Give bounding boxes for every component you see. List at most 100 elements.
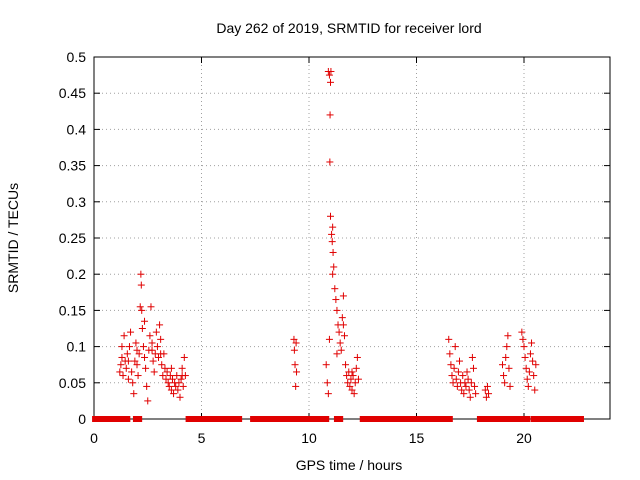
data-point-0-66 (133, 346, 141, 354)
data-point-0-46 (163, 368, 171, 376)
data-point-0-44 (161, 364, 169, 372)
data-point-0-26 (142, 364, 150, 372)
data-point-0-146 (472, 390, 480, 398)
data-point-0-91 (332, 296, 340, 304)
y-tick-label-0.2: 0.2 (67, 266, 87, 282)
data-point-0-133 (458, 386, 466, 394)
data-point-0-87 (329, 223, 337, 231)
data-point-0-33 (149, 357, 157, 365)
x-tick-label-20: 20 (516, 430, 532, 446)
x-axis-label: GPS time / hours (296, 457, 403, 473)
data-point-0-137 (462, 382, 470, 390)
data-point-0-156 (504, 332, 512, 340)
data-point-0-154 (502, 353, 510, 361)
zero-band-10 (530, 416, 584, 422)
data-point-0-97 (338, 314, 346, 322)
data-point-0-109 (351, 379, 359, 387)
zero-band-3 (185, 416, 243, 422)
data-point-0-166 (525, 368, 533, 376)
data-point-0-113 (322, 361, 330, 369)
data-point-0-120 (348, 368, 356, 376)
y-tick-label-0.1: 0.1 (67, 339, 87, 355)
data-point-0-143 (468, 353, 476, 361)
data-point-0-157 (505, 364, 513, 372)
data-point-0-118 (333, 350, 341, 358)
data-point-0-73 (290, 346, 298, 354)
data-point-0-153 (501, 379, 509, 387)
data-point-0-68 (148, 346, 156, 354)
zero-band-7 (476, 416, 495, 422)
y-tick-label-0.4: 0.4 (67, 121, 87, 137)
data-point-0-2 (118, 353, 126, 361)
data-point-0-52 (170, 390, 178, 398)
data-point-0-111 (353, 353, 361, 361)
data-point-0-69 (157, 350, 165, 358)
data-point-0-61 (179, 382, 187, 390)
data-point-0-99 (340, 332, 348, 340)
data-point-0-89 (330, 263, 338, 271)
data-point-0-131 (456, 357, 463, 365)
data-point-0-129 (453, 382, 461, 390)
data-point-0-172 (532, 361, 540, 369)
data-point-0-148 (482, 393, 490, 401)
data-point-0-84 (327, 212, 334, 220)
data-point-0-74 (291, 361, 299, 369)
data-point-0-3 (119, 372, 127, 380)
data-point-0-9 (125, 343, 133, 351)
data-point-0-72 (290, 335, 298, 343)
data-point-0-139 (464, 375, 472, 383)
zero-band-6 (359, 416, 453, 422)
data-point-0-136 (461, 379, 469, 387)
data-point-0-7 (123, 350, 131, 358)
data-point-0-123 (447, 361, 455, 369)
x-tick-label-10: 10 (301, 430, 317, 446)
zero-band-9 (511, 416, 531, 422)
data-point-0-127 (451, 343, 459, 351)
data-point-0-16 (133, 361, 141, 369)
data-point-0-28 (144, 397, 152, 405)
data-point-0-22 (138, 306, 146, 314)
data-points (92, 67, 584, 422)
data-point-0-150 (485, 390, 493, 398)
data-point-0-57 (175, 379, 183, 387)
data-point-0-96 (337, 346, 345, 354)
x-tick-label-15: 15 (409, 430, 425, 446)
data-point-0-4 (120, 332, 128, 340)
data-point-0-21 (137, 281, 145, 289)
data-point-0-27 (143, 382, 151, 390)
data-point-0-98 (339, 292, 347, 300)
data-point-0-77 (293, 368, 301, 376)
data-point-0-42 (159, 372, 167, 380)
data-point-0-138 (463, 368, 471, 376)
chart-title: Day 262 of 2019, SRMTID for receiver lor… (216, 20, 481, 36)
data-point-0-18 (135, 350, 143, 358)
data-point-0-54 (172, 382, 180, 390)
data-point-0-1 (117, 361, 125, 369)
data-point-0-110 (352, 364, 360, 372)
data-point-0-86 (328, 238, 336, 246)
data-point-0-102 (344, 379, 352, 387)
data-point-0-159 (518, 328, 526, 336)
y-axis-label: SRMTID / TECUs (5, 183, 21, 293)
data-point-0-65 (124, 357, 132, 365)
data-point-0-160 (519, 335, 527, 343)
data-point-0-144 (469, 364, 477, 372)
data-point-0-94 (335, 328, 343, 336)
data-point-0-67 (141, 317, 149, 325)
data-point-0-114 (323, 379, 331, 387)
data-point-0-104 (346, 382, 354, 390)
data-point-0-36 (152, 328, 160, 336)
data-point-0-13 (130, 390, 138, 398)
data-point-0-6 (122, 364, 130, 372)
data-point-0-31 (147, 303, 155, 311)
data-point-0-119 (339, 321, 347, 329)
data-point-0-95 (336, 339, 344, 347)
data-point-0-164 (523, 375, 531, 383)
y-tick-label-0.05: 0.05 (59, 375, 86, 391)
data-point-0-48 (165, 382, 173, 390)
x-tick-label-5: 5 (198, 430, 206, 446)
data-point-0-8 (124, 375, 132, 383)
data-point-0-171 (531, 386, 539, 394)
data-point-0-88 (329, 248, 337, 256)
data-point-0-59 (177, 375, 185, 383)
